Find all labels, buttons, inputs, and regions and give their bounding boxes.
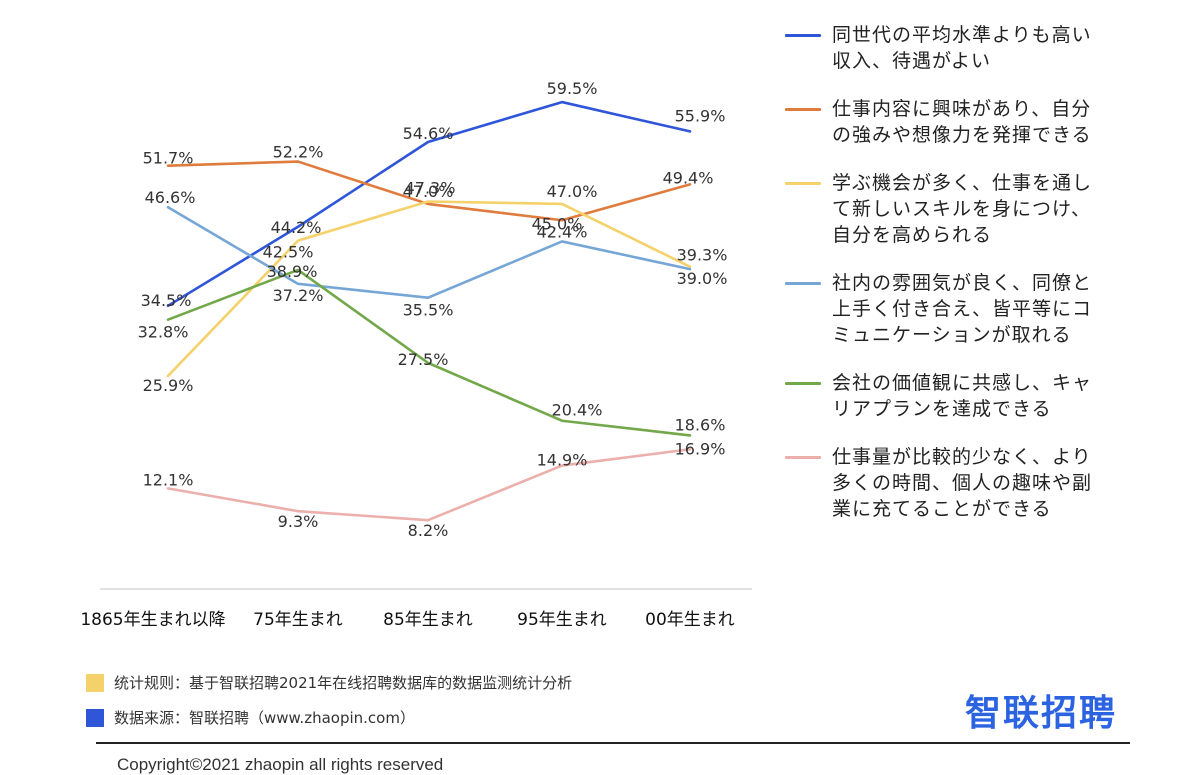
data-label: 14.9% (537, 451, 588, 470)
data-label: 9.3% (278, 512, 319, 531)
data-label: 39.0% (677, 269, 728, 288)
data-label: 42.5% (263, 243, 314, 262)
data-label: 38.9% (267, 262, 318, 281)
data-label: 8.2% (408, 521, 449, 540)
x-tick-label: 75年生まれ (253, 610, 343, 630)
legend-line-icon (785, 382, 821, 385)
legend-label: 同世代の平均水準よりも高い 収入、待遇がよい (832, 24, 1092, 72)
data-label: 59.5% (547, 79, 598, 98)
data-label: 35.5% (403, 301, 454, 320)
data-label: 12.1% (143, 470, 194, 489)
blue-square-icon (86, 708, 104, 727)
footer-note-source-text: 数据来源：智联招聘（www.zhaopin.com） (114, 709, 415, 727)
x-tick-label: 85年生まれ (383, 610, 473, 630)
x-tick-label: 00年生まれ (645, 610, 735, 630)
footer-note-source: 数据来源：智联招聘（www.zhaopin.com） (86, 707, 415, 728)
data-label: 34.5% (141, 291, 192, 310)
x-tick-label: 95年生まれ (517, 610, 607, 630)
footer-divider (96, 742, 1130, 744)
legend-label: 仕事内容に興味があり、自分 の強みや想像力を発揮できる (832, 98, 1092, 146)
data-label: 18.6% (675, 415, 726, 434)
legend-label: 会社の価値観に共感し、キャ リアプランを達成できる (832, 372, 1093, 420)
legend-label: 学ぶ機会が多く、仕事を通し て新しいスキルを身につけ、 自分を高められる (832, 172, 1093, 246)
series-line (166, 205, 692, 299)
x-tick-label: 1865年生まれ以降 (80, 610, 225, 630)
legend-line-icon (785, 182, 821, 185)
data-label: 20.4% (552, 401, 603, 420)
data-label: 49.4% (663, 168, 714, 187)
legend-item: 同世代の平均水準よりも高い 収入、待遇がよい (785, 22, 1185, 74)
legend-line-icon (785, 282, 821, 285)
data-label: 55.9% (675, 106, 726, 125)
data-label: 44.2% (271, 218, 322, 237)
legend-line-icon (785, 108, 821, 111)
data-label: 25.9% (143, 376, 194, 395)
data-label: 54.6% (403, 124, 454, 143)
data-label: 47.0% (403, 182, 454, 201)
copyright-text: Copyright©2021 zhaopin all rights reserv… (117, 755, 444, 774)
legend-line-icon (785, 34, 821, 37)
legend-item: 仕事内容に興味があり、自分 の強みや想像力を発揮できる (785, 96, 1185, 148)
data-label: 51.7% (143, 149, 194, 168)
legend-label: 仕事量が比較的少なく、より 多くの時間、個人の趣味や副 業に充てることができる (832, 446, 1093, 520)
data-label: 47.3% (405, 179, 456, 198)
series-line (166, 160, 692, 222)
data-label: 45.0% (532, 214, 583, 233)
legend-item: 学ぶ機会が多く、仕事を通し て新しいスキルを身につけ、 自分を高められる (785, 170, 1185, 248)
data-label: 16.9% (675, 439, 726, 458)
data-label: 27.5% (398, 350, 449, 369)
data-label: 52.2% (273, 143, 324, 162)
legend-label: 社内の雰囲気が良く、同僚と 上手く付き合え、皆平等にコ ミュニケーションが取れる (832, 272, 1093, 346)
data-label: 42.4% (537, 222, 588, 241)
data-label: 39.3% (677, 246, 728, 265)
data-label: 47.0% (547, 182, 598, 201)
footer-note-rules-text: 统计规则：基于智联招聘2021年在线招聘数据库的数据监测统计分析 (114, 674, 573, 692)
series-line (166, 268, 692, 437)
yellow-square-icon (86, 673, 104, 692)
brand-logo: 智联招聘 (965, 693, 1118, 734)
legend-item: 仕事量が比較的少なく、より 多くの時間、個人の趣味や副 業に充てることができる (785, 444, 1185, 522)
data-label: 37.2% (273, 286, 324, 305)
series-line (166, 100, 692, 308)
legend-item: 会社の価値観に共感し、キャ リアプランを達成できる (785, 370, 1185, 422)
footer-note-rules: 统计规则：基于智联招聘2021年在线招聘数据库的数据监测统计分析 (86, 672, 572, 693)
line-chart: 1865年生まれ以降 75年生まれ 85年生まれ 95年生まれ 00年生まれ 34.5% 4… (80, 79, 752, 630)
series-line (166, 447, 692, 522)
data-label: 32.8% (138, 323, 189, 342)
chart-legend: 同世代の平均水準よりも高い 収入、待遇がよい 仕事内容に興味があり、自分 の強みや… (785, 22, 1185, 544)
legend-item: 社内の雰囲気が良く、同僚と 上手く付き合え、皆平等にコ ミュニケーションが取れる (785, 270, 1185, 348)
legend-line-icon (785, 456, 821, 459)
data-label: 46.6% (145, 188, 196, 207)
